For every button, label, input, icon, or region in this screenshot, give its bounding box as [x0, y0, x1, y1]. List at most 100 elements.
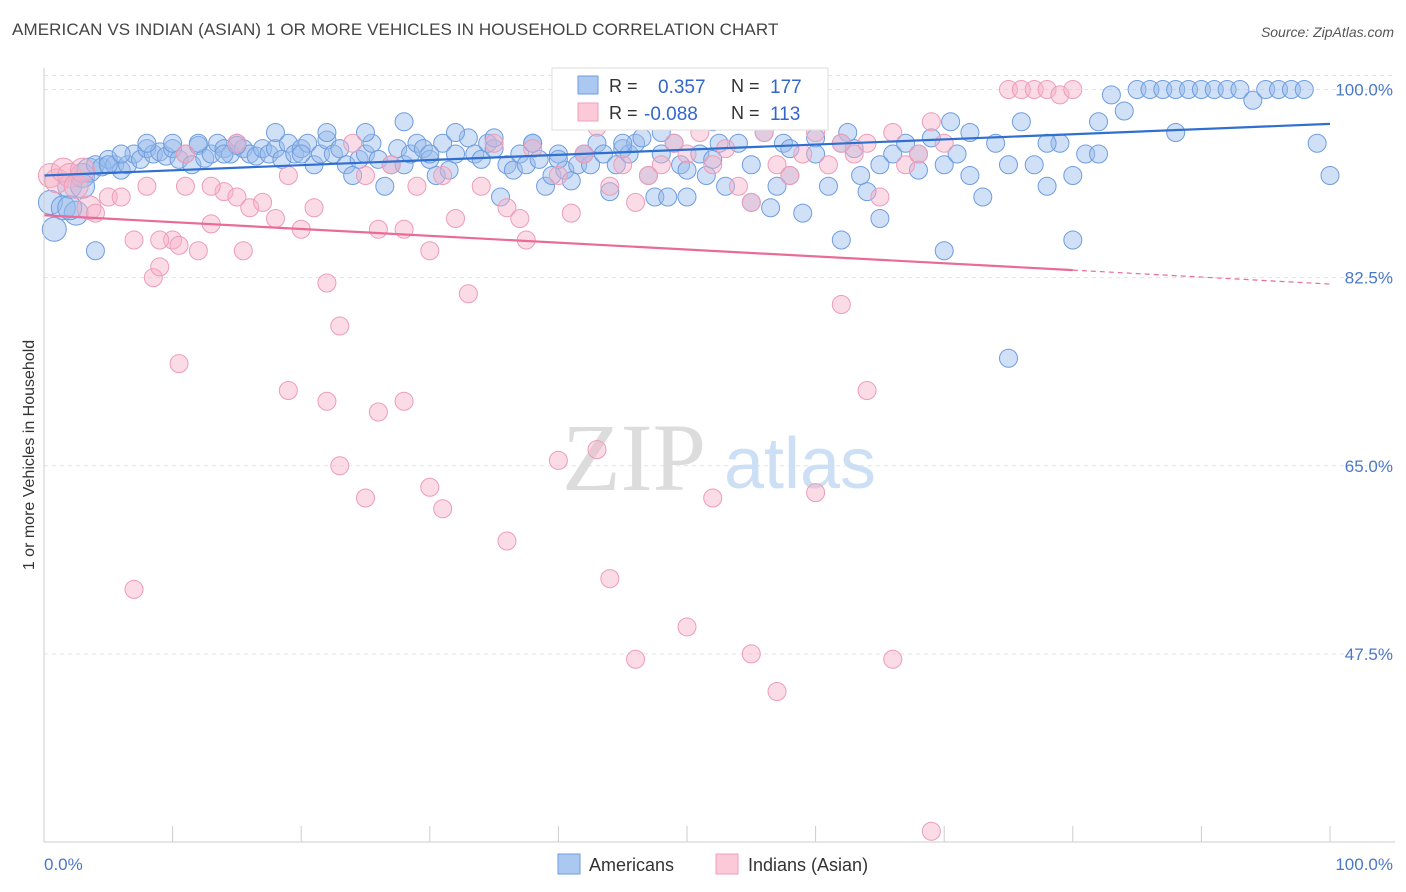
- point-americans-138: [1101, 85, 1121, 105]
- chart-source: Source: ZipAtlas.com: [1260, 24, 1394, 40]
- point-americans-161: [780, 139, 800, 159]
- point-americans-162: [741, 155, 761, 175]
- point-americans-97: [671, 155, 691, 175]
- point-indians-102: [831, 295, 851, 314]
- point-americans-39: [291, 139, 311, 159]
- point-indians-35: [407, 176, 427, 196]
- stats-n-label-0: N =: [731, 76, 760, 96]
- point-americans-27: [214, 139, 234, 159]
- point-indians-63: [767, 155, 787, 175]
- point-indians-74: [908, 144, 928, 164]
- y-tick-label-0: 47.5%: [1345, 645, 1393, 664]
- stats-n-label-1: N =: [731, 103, 760, 123]
- point-americans-126: [947, 144, 967, 164]
- stats-n-value-0: 177: [770, 77, 802, 98]
- point-indians-105: [921, 821, 941, 841]
- point-americans-70: [497, 155, 517, 175]
- point-americans-89: [619, 144, 639, 164]
- point-americans-38: [285, 144, 305, 164]
- point-indians-43: [510, 209, 530, 228]
- point-americans-95: [658, 187, 678, 207]
- point-americans-132: [1024, 155, 1044, 175]
- point-americans-192: [1089, 144, 1109, 164]
- point-americans-164: [613, 133, 633, 153]
- point-americans-80: [561, 171, 581, 191]
- point-americans-148: [1230, 80, 1250, 99]
- point-indians-15: [169, 235, 189, 255]
- point-americans-168: [356, 123, 375, 142]
- point-indians-31: [356, 166, 375, 185]
- point-indians-30: [343, 133, 363, 153]
- watermark-zip: ZIP: [562, 404, 706, 511]
- point-indians-52: [626, 192, 646, 212]
- point-americans-171: [163, 133, 183, 153]
- point-indians-76: [934, 133, 954, 153]
- trend-lines: [43, 122, 1331, 285]
- point-americans-175: [85, 241, 105, 261]
- point-indians-24: [265, 209, 285, 228]
- point-americans-174: [57, 195, 83, 221]
- point-indians-85: [317, 391, 337, 411]
- point-americans-122: [908, 160, 928, 180]
- point-americans-123: [921, 128, 941, 148]
- point-americans-169: [291, 144, 311, 164]
- series-indians-asian: [37, 80, 1083, 841]
- point-americans-114: [831, 230, 851, 250]
- point-americans-121: [896, 133, 916, 153]
- point-americans-60: [426, 166, 446, 185]
- point-indians-20: [227, 187, 247, 207]
- x-tick-label-0: 0.0%: [44, 855, 83, 874]
- point-indians-47: [561, 203, 581, 223]
- point-indians-100: [767, 682, 787, 701]
- point-indians-13: [150, 257, 170, 277]
- point-americans-20: [169, 149, 189, 169]
- trend-americans: [43, 122, 1331, 177]
- point-americans-14: [130, 149, 150, 169]
- point-indians-95: [600, 569, 620, 589]
- point-indians-39: [458, 284, 478, 304]
- point-americans-165: [548, 149, 568, 169]
- point-americans-69: [491, 187, 511, 207]
- point-americans-67: [478, 133, 498, 153]
- point-americans-177: [137, 133, 157, 153]
- point-americans-181: [317, 123, 337, 142]
- stats-swatch-americans: [577, 75, 599, 95]
- point-americans-77: [542, 166, 562, 185]
- point-americans-191: [1037, 133, 1057, 153]
- point-americans-54: [388, 139, 408, 159]
- point-americans-158: [934, 241, 954, 261]
- point-americans-11: [111, 160, 131, 180]
- point-indians-96: [626, 649, 646, 669]
- point-indians-94: [587, 440, 607, 460]
- point-indians-25: [278, 166, 298, 185]
- point-indians-84: [278, 381, 298, 400]
- point-americans-34: [259, 144, 279, 164]
- point-indians-36: [420, 241, 440, 261]
- x-tick-labels: 0.0% 100.0%: [44, 855, 1393, 874]
- point-indians-69: [844, 144, 864, 164]
- point-americans-130: [999, 155, 1018, 175]
- point-indians-80: [1037, 80, 1057, 99]
- point-indians-104: [883, 649, 903, 669]
- point-indians-37: [433, 166, 453, 185]
- point-americans-87: [606, 155, 626, 175]
- point-indians-73: [896, 155, 916, 175]
- point-indians-72: [883, 123, 903, 142]
- point-americans-40: [298, 133, 318, 153]
- point-indians-54: [651, 155, 671, 175]
- point-indians-19: [214, 182, 234, 202]
- point-indians-86: [330, 456, 350, 476]
- point-americans-79: [555, 160, 575, 180]
- point-americans-118: [857, 182, 877, 202]
- point-indians-21: [233, 241, 253, 261]
- point-indians-61: [741, 192, 761, 212]
- point-indians-12: [143, 268, 163, 288]
- point-americans-98: [677, 160, 697, 180]
- point-americans-19: [163, 139, 183, 159]
- point-americans-159: [870, 155, 890, 175]
- point-indians-41: [484, 133, 504, 153]
- stats-r-label-0: R =: [609, 76, 638, 96]
- point-indians-101: [806, 483, 826, 503]
- point-americans-111: [793, 203, 813, 223]
- point-americans-183: [446, 123, 466, 142]
